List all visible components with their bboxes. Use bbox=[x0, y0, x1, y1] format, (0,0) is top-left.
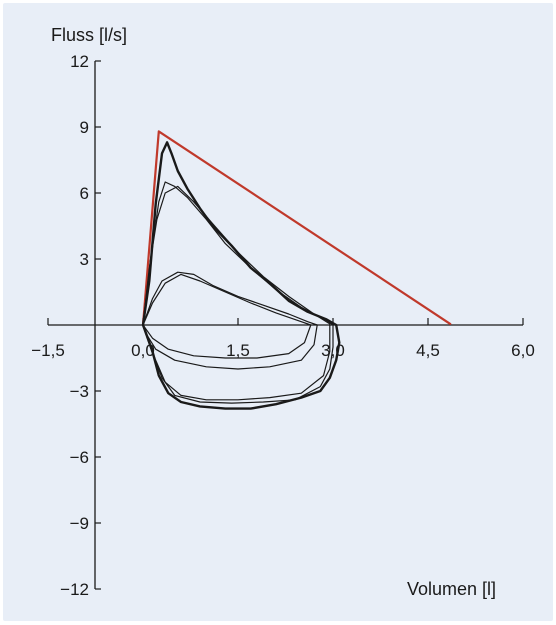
y-tick-label: 9 bbox=[80, 118, 89, 137]
x-axis-title: Volumen [l] bbox=[407, 579, 496, 599]
flow-volume-loop-3 bbox=[142, 185, 331, 401]
y-tick-label: −12 bbox=[60, 580, 89, 599]
axes bbox=[48, 61, 523, 589]
y-tick-label: 3 bbox=[80, 250, 89, 269]
y-tick-label: −3 bbox=[70, 382, 89, 401]
flow-volume-loop-5 bbox=[142, 273, 312, 359]
reference-triangle-line bbox=[141, 130, 452, 327]
x-tick-label: 6,0 bbox=[511, 341, 535, 360]
flow-volume-loop-4 bbox=[142, 271, 318, 370]
y-tick-label: 6 bbox=[80, 184, 89, 203]
y-tick-label: −9 bbox=[70, 514, 89, 533]
flow-volume-loop-2 bbox=[142, 181, 334, 404]
x-tick-label: 1,5 bbox=[226, 341, 250, 360]
flow-volume-loop-1 bbox=[141, 141, 341, 410]
flow-volume-chart: Fluss [l/s] Volumen [l] −1,5 0,0 1,5 3,0 4,5… bbox=[31, 25, 535, 599]
x-tick-label: −1,5 bbox=[31, 341, 65, 360]
y-tick-label: 12 bbox=[70, 52, 89, 71]
series-group bbox=[141, 130, 452, 410]
x-tick-label: 0,0 bbox=[131, 341, 155, 360]
y-tick-label: −6 bbox=[70, 448, 89, 467]
x-tick-label: 4,5 bbox=[416, 341, 440, 360]
y-axis-title: Fluss [l/s] bbox=[51, 25, 127, 45]
chart-frame: Fluss [l/s] Volumen [l] −1,5 0,0 1,5 3,0 4,5… bbox=[3, 3, 553, 621]
